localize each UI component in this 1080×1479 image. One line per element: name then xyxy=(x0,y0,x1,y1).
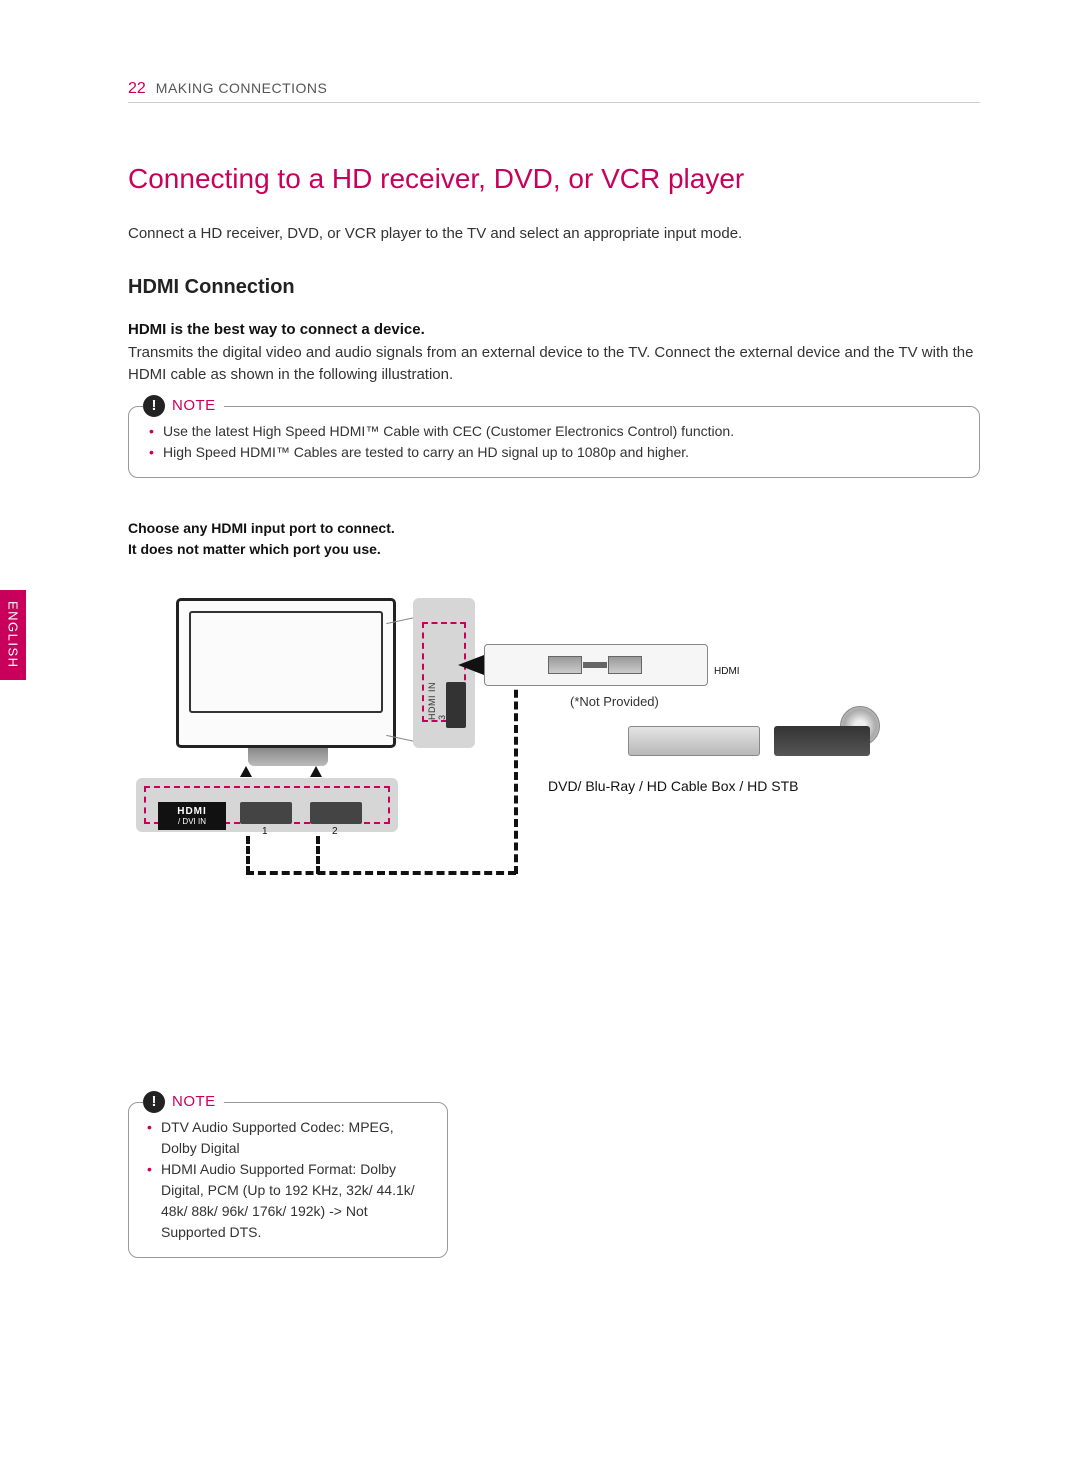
tv-stand xyxy=(248,748,328,766)
intro-text: Connect a HD receiver, DVD, or VCR playe… xyxy=(128,223,980,244)
cable-plug xyxy=(548,656,582,674)
info-icon: ! xyxy=(143,1091,165,1113)
main-title: Connecting to a HD receiver, DVD, or VCR… xyxy=(128,163,980,195)
note-legend-1: ! NOTE xyxy=(143,395,224,417)
tv-back-illustration xyxy=(176,598,396,748)
choose-line-2: It does not matter which port you use. xyxy=(128,539,980,560)
note2-item-0: DTV Audio Supported Codec: MPEG, Dolby D… xyxy=(147,1117,433,1159)
info-icon: ! xyxy=(143,395,165,417)
hdmi-port-3 xyxy=(446,682,466,728)
hdmi-bold: HDMI is the best way to connect a device… xyxy=(128,321,980,338)
not-provided-label: (*Not Provided) xyxy=(570,694,659,709)
section-name: MAKING CONNECTIONS xyxy=(156,80,328,96)
note-label-2: NOTE xyxy=(172,1093,216,1110)
hdmi-brand: HDMI xyxy=(177,806,207,817)
note-legend-2: ! NOTE xyxy=(143,1091,224,1113)
page-number: 22 xyxy=(128,80,146,98)
hdmi-in-3-label: HDMI IN 3 xyxy=(427,682,447,720)
page-content: 22 MAKING CONNECTIONS Connecting to a HD… xyxy=(0,0,1080,1358)
hdmi-body: Transmits the digital video and audio si… xyxy=(128,342,980,386)
port-num-2: 2 xyxy=(332,826,338,837)
note1-item-1: High Speed HDMI™ Cables are tested to ca… xyxy=(149,442,961,463)
stb-illustration xyxy=(774,726,870,756)
hdmi-dvi-label: HDMI / DVI IN xyxy=(158,802,226,830)
hdmi-port-2 xyxy=(310,802,362,824)
connection-diagram: HDMI IN 3 HDMI / DVI IN 1 2 xyxy=(128,582,968,922)
hdmi-cable-label: HDMI xyxy=(714,666,740,677)
note-label-1: NOTE xyxy=(172,397,216,414)
note-box-1: ! NOTE Use the latest High Speed HDMI™ C… xyxy=(128,406,980,478)
cable-plug xyxy=(608,656,642,674)
choose-line-1: Choose any HDMI input port to connect. xyxy=(128,518,980,539)
hdmi-port-1 xyxy=(240,802,292,824)
dvi-in-label: / DVI IN xyxy=(178,817,206,826)
note1-item-0: Use the latest High Speed HDMI™ Cable wi… xyxy=(149,421,961,442)
choose-text: Choose any HDMI input port to connect. I… xyxy=(128,518,980,560)
page-header: 22 MAKING CONNECTIONS xyxy=(128,80,980,103)
bottom-port-zoom: HDMI / DVI IN 1 2 xyxy=(136,778,398,832)
hdmi-heading: HDMI Connection xyxy=(128,276,980,299)
arrow-left-icon xyxy=(458,655,484,675)
note-box-2: ! NOTE DTV Audio Supported Codec: MPEG, … xyxy=(128,1102,448,1258)
arrow-up-icon xyxy=(310,766,322,777)
devices-label: DVD/ Blu-Ray / HD Cable Box / HD STB xyxy=(548,778,799,794)
note2-item-1: HDMI Audio Supported Format: Dolby Digit… xyxy=(147,1159,433,1243)
port-num-1: 1 xyxy=(262,826,268,837)
dvd-player-illustration xyxy=(628,726,760,756)
arrow-up-icon xyxy=(240,766,252,777)
